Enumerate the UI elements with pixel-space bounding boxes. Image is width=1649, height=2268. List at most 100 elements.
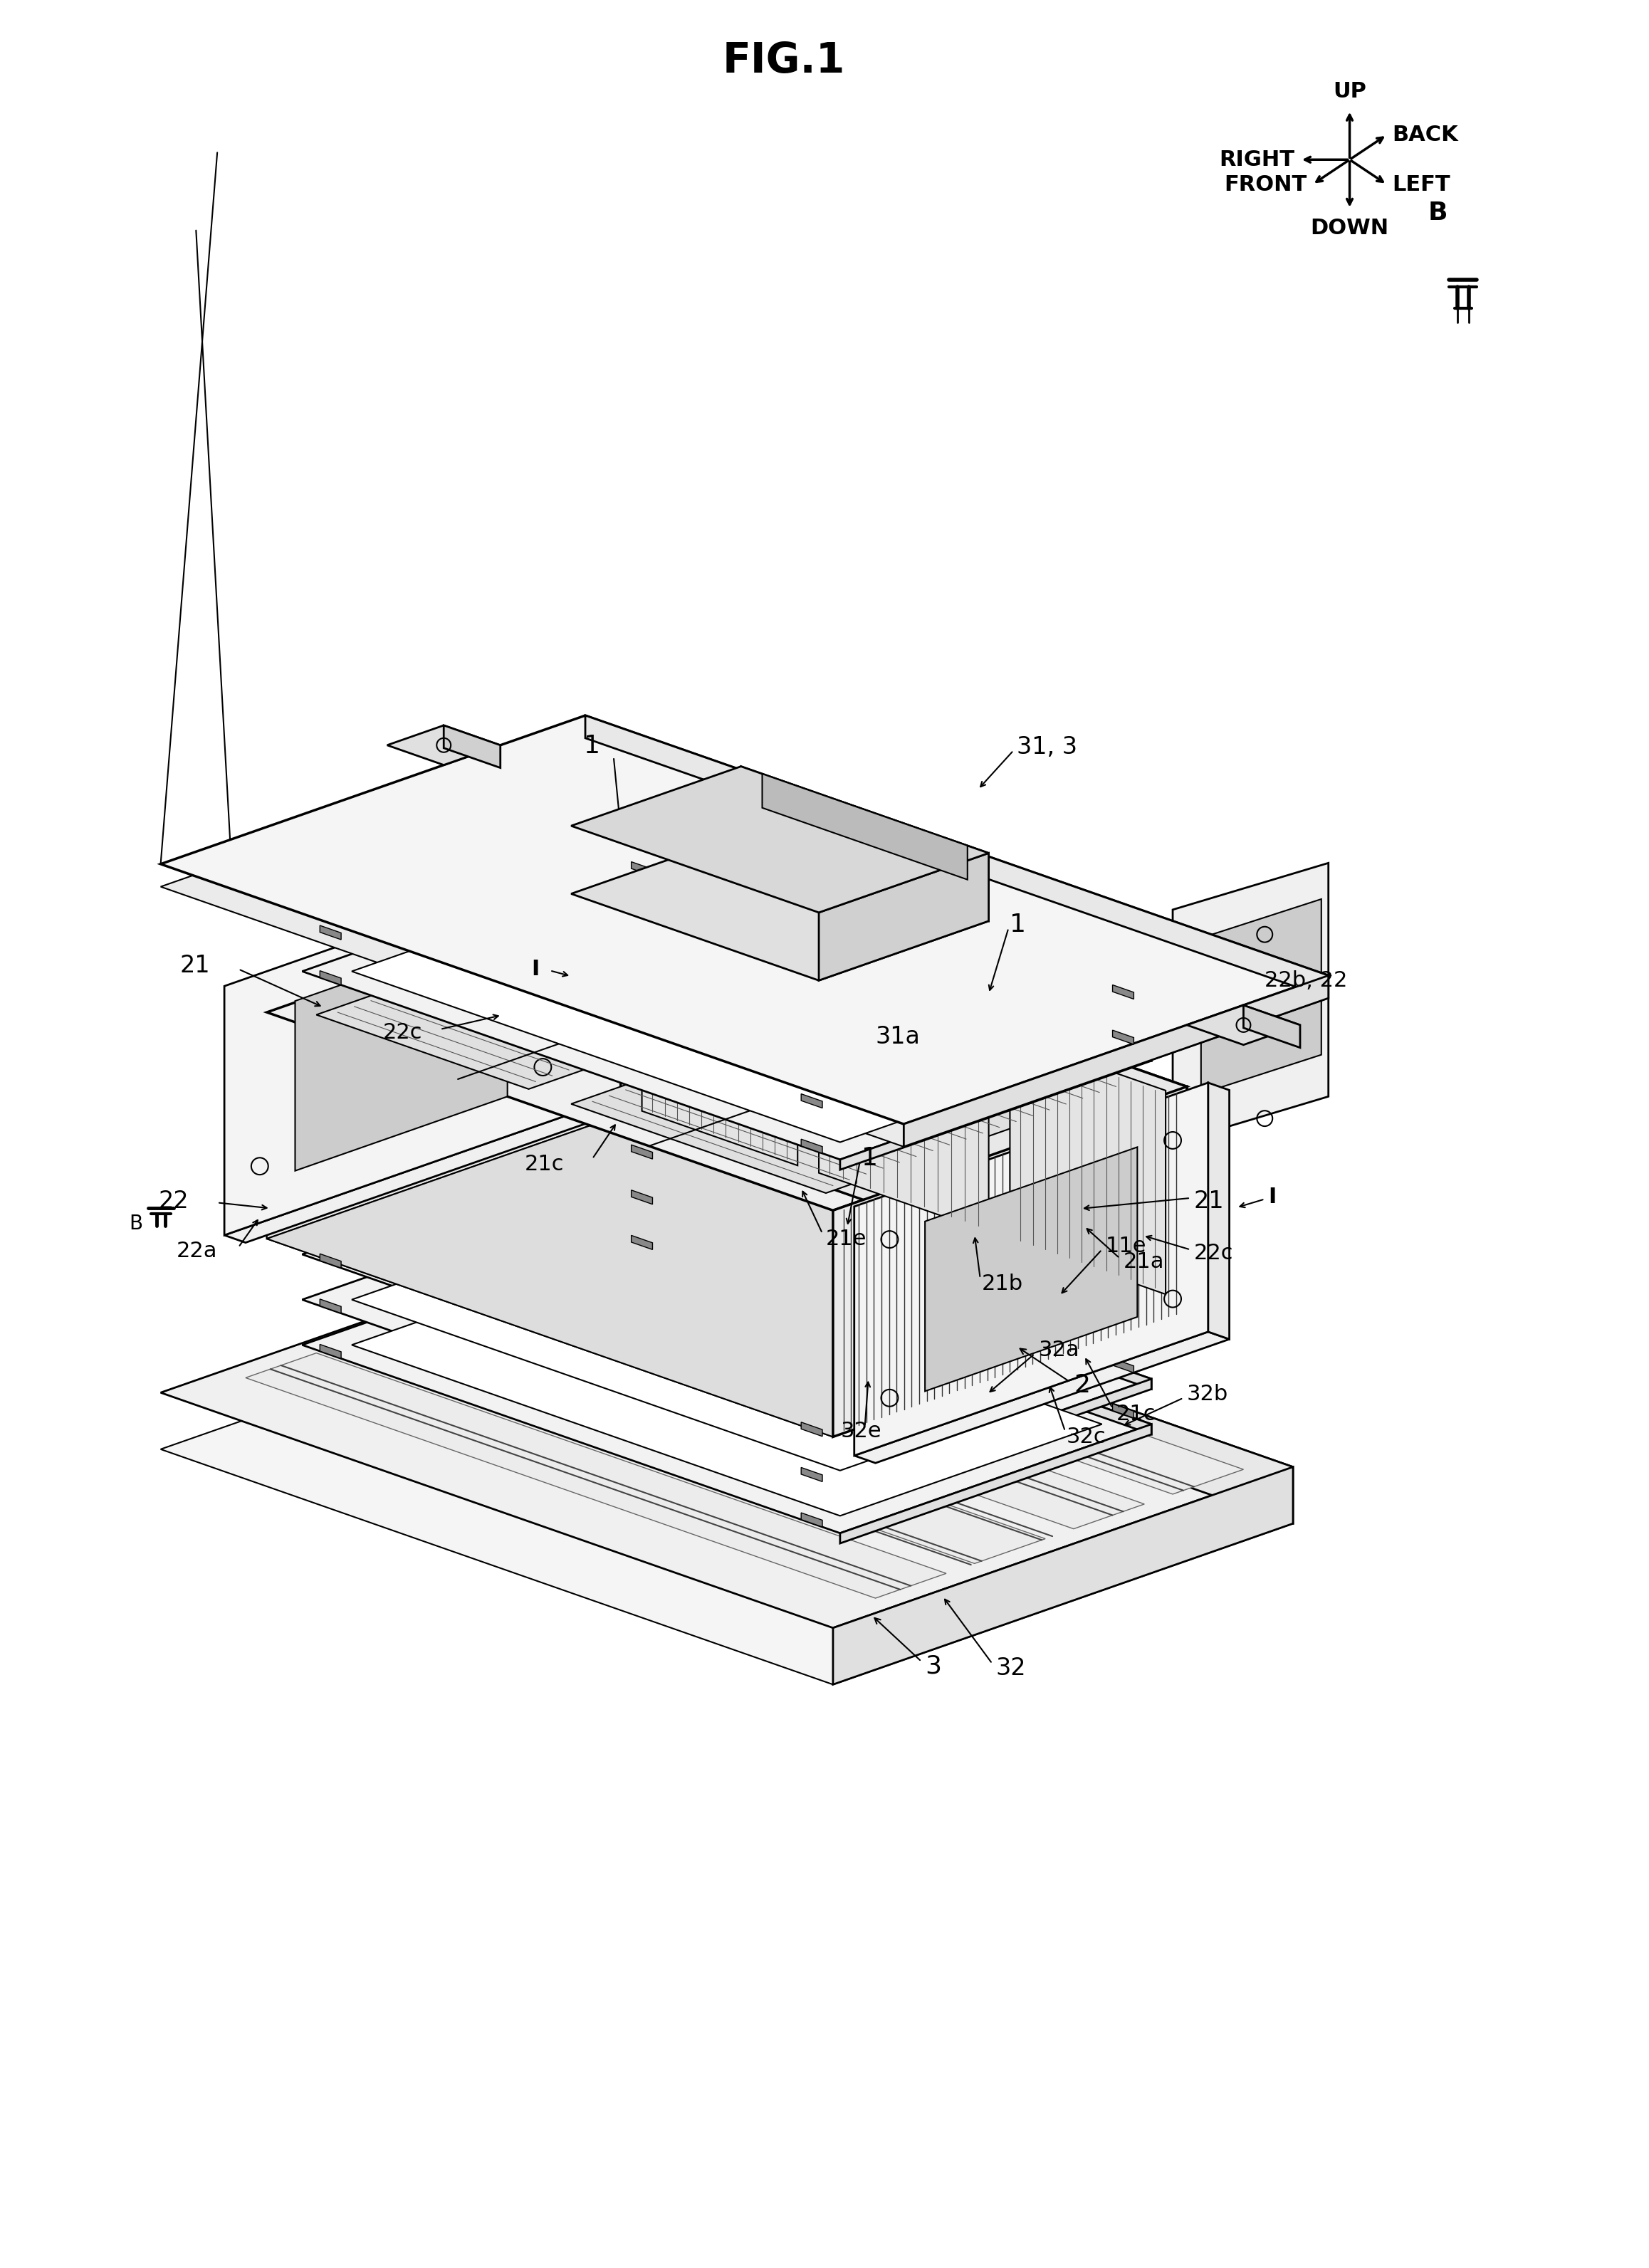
Polygon shape bbox=[320, 1254, 341, 1268]
Polygon shape bbox=[1113, 984, 1135, 1000]
Polygon shape bbox=[632, 816, 653, 830]
Polygon shape bbox=[820, 968, 989, 1232]
Polygon shape bbox=[160, 714, 1329, 1125]
Polygon shape bbox=[641, 907, 798, 1166]
Polygon shape bbox=[345, 1318, 1045, 1563]
Text: 32: 32 bbox=[996, 1658, 1026, 1681]
Polygon shape bbox=[320, 1345, 341, 1359]
Text: 32a: 32a bbox=[1039, 1340, 1078, 1361]
Polygon shape bbox=[1172, 864, 1329, 1143]
Polygon shape bbox=[613, 816, 1151, 1016]
Text: 21c: 21c bbox=[1116, 1404, 1156, 1424]
Polygon shape bbox=[925, 1148, 1138, 1390]
Text: 22a: 22a bbox=[176, 1241, 218, 1261]
Polygon shape bbox=[224, 862, 579, 1236]
Polygon shape bbox=[833, 1467, 1293, 1685]
Polygon shape bbox=[740, 767, 989, 921]
Text: I: I bbox=[531, 959, 539, 980]
Polygon shape bbox=[854, 1082, 1209, 1456]
Polygon shape bbox=[854, 1331, 1229, 1463]
Polygon shape bbox=[801, 1467, 823, 1481]
Text: 3: 3 bbox=[925, 1653, 942, 1678]
Polygon shape bbox=[762, 773, 968, 880]
Text: 22c: 22c bbox=[1194, 1243, 1233, 1263]
Polygon shape bbox=[351, 835, 1102, 1098]
Text: 32e: 32e bbox=[841, 1422, 882, 1442]
Polygon shape bbox=[820, 853, 989, 980]
Polygon shape bbox=[351, 1209, 1102, 1470]
Polygon shape bbox=[160, 1288, 1293, 1685]
Text: DOWN: DOWN bbox=[1311, 218, 1388, 238]
Text: RIGHT: RIGHT bbox=[1219, 150, 1294, 170]
Polygon shape bbox=[801, 1422, 823, 1436]
Text: 21: 21 bbox=[1194, 1191, 1224, 1213]
Polygon shape bbox=[351, 880, 1102, 1143]
Polygon shape bbox=[1113, 1359, 1135, 1372]
Polygon shape bbox=[1113, 1313, 1135, 1327]
Polygon shape bbox=[839, 1050, 1151, 1170]
Text: 22b, 22: 22b, 22 bbox=[1265, 971, 1347, 991]
Polygon shape bbox=[246, 1354, 947, 1599]
Polygon shape bbox=[320, 925, 341, 939]
Polygon shape bbox=[620, 1232, 1293, 1524]
Polygon shape bbox=[1209, 1082, 1229, 1338]
Polygon shape bbox=[833, 1086, 1187, 1438]
Text: UP: UP bbox=[1332, 82, 1367, 102]
Polygon shape bbox=[904, 975, 1329, 1148]
Polygon shape bbox=[351, 1163, 1102, 1424]
Polygon shape bbox=[801, 1093, 823, 1109]
Polygon shape bbox=[613, 1145, 1151, 1345]
Text: 32b: 32b bbox=[1187, 1383, 1229, 1404]
Text: B: B bbox=[129, 1213, 143, 1234]
Text: 1: 1 bbox=[584, 735, 600, 758]
Polygon shape bbox=[543, 1250, 1243, 1495]
Text: B: B bbox=[1428, 200, 1448, 225]
Polygon shape bbox=[320, 1300, 341, 1313]
Text: LEFT: LEFT bbox=[1392, 175, 1451, 195]
Text: BACK: BACK bbox=[1392, 125, 1458, 145]
Polygon shape bbox=[351, 1254, 1102, 1515]
Text: 32c: 32c bbox=[1067, 1427, 1106, 1447]
Polygon shape bbox=[571, 767, 989, 912]
Polygon shape bbox=[444, 726, 500, 769]
Text: 31a: 31a bbox=[876, 1025, 920, 1048]
Polygon shape bbox=[267, 889, 1187, 1211]
Polygon shape bbox=[632, 1236, 653, 1250]
Polygon shape bbox=[1113, 1404, 1135, 1418]
Text: 21: 21 bbox=[180, 955, 209, 978]
Polygon shape bbox=[839, 1334, 1151, 1454]
Text: 21b: 21b bbox=[981, 1275, 1022, 1295]
Text: 31, 3: 31, 3 bbox=[1017, 735, 1077, 760]
Text: 1: 1 bbox=[861, 1145, 877, 1170]
Text: 11e: 11e bbox=[1105, 1236, 1146, 1256]
Text: 22: 22 bbox=[158, 1188, 190, 1213]
Polygon shape bbox=[632, 862, 653, 875]
Text: FIG.1: FIG.1 bbox=[722, 41, 844, 82]
Polygon shape bbox=[1187, 1005, 1299, 1046]
Polygon shape bbox=[839, 1005, 1151, 1125]
Polygon shape bbox=[267, 1116, 1187, 1438]
Polygon shape bbox=[1243, 1005, 1299, 1048]
Text: 21a: 21a bbox=[1123, 1252, 1164, 1272]
Polygon shape bbox=[571, 835, 989, 980]
Polygon shape bbox=[302, 1145, 1151, 1442]
Polygon shape bbox=[302, 1191, 1151, 1488]
Polygon shape bbox=[613, 1236, 1151, 1433]
Polygon shape bbox=[1113, 1030, 1135, 1043]
Polygon shape bbox=[317, 905, 839, 1089]
Polygon shape bbox=[839, 1379, 1151, 1499]
Polygon shape bbox=[160, 737, 1329, 1148]
Polygon shape bbox=[613, 862, 1151, 1061]
Polygon shape bbox=[295, 928, 508, 1170]
Text: FRONT: FRONT bbox=[1224, 175, 1306, 195]
Polygon shape bbox=[613, 1191, 1151, 1388]
Polygon shape bbox=[620, 889, 1187, 1313]
Text: I: I bbox=[1268, 1186, 1276, 1207]
Polygon shape bbox=[632, 1145, 653, 1159]
Polygon shape bbox=[571, 996, 1138, 1193]
Polygon shape bbox=[1200, 898, 1321, 1093]
Polygon shape bbox=[801, 1513, 823, 1526]
Text: 21e: 21e bbox=[826, 1229, 867, 1250]
Polygon shape bbox=[579, 862, 600, 1118]
Text: 1: 1 bbox=[1009, 912, 1026, 937]
